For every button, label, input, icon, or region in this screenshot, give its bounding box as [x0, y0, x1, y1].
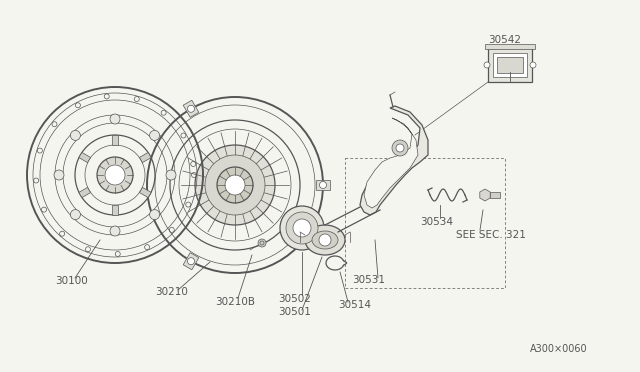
Ellipse shape — [312, 231, 338, 249]
Circle shape — [195, 145, 275, 225]
Circle shape — [396, 144, 404, 152]
Text: 30501: 30501 — [278, 307, 311, 317]
Circle shape — [217, 167, 253, 203]
Bar — [345, 158, 505, 288]
Text: A300×0060: A300×0060 — [530, 344, 588, 354]
Bar — [79, 153, 90, 163]
Circle shape — [258, 239, 266, 247]
Circle shape — [225, 175, 245, 195]
Bar — [493, 53, 527, 77]
Circle shape — [70, 131, 81, 140]
Text: 30542: 30542 — [488, 35, 521, 45]
Bar — [497, 57, 523, 73]
Circle shape — [392, 140, 408, 156]
Text: 30210B: 30210B — [215, 297, 255, 307]
Circle shape — [293, 219, 311, 237]
Circle shape — [110, 226, 120, 236]
Bar — [79, 187, 90, 198]
Circle shape — [188, 105, 195, 112]
Bar — [112, 205, 118, 215]
Text: 30210: 30210 — [155, 287, 188, 297]
Circle shape — [280, 206, 324, 250]
Circle shape — [530, 62, 536, 68]
Polygon shape — [480, 189, 490, 201]
Text: 30502: 30502 — [278, 294, 311, 304]
Bar — [112, 135, 118, 145]
Circle shape — [97, 157, 133, 193]
Circle shape — [319, 234, 331, 246]
Circle shape — [150, 209, 159, 219]
Bar — [183, 100, 199, 117]
Bar — [140, 153, 151, 163]
Circle shape — [286, 212, 318, 244]
Bar — [140, 187, 151, 198]
Ellipse shape — [305, 225, 345, 255]
Text: 30514: 30514 — [338, 300, 371, 310]
Circle shape — [150, 131, 159, 140]
Bar — [183, 253, 199, 270]
Bar — [316, 180, 330, 190]
Text: SEE SEC. 321: SEE SEC. 321 — [456, 230, 526, 240]
Bar — [490, 192, 500, 198]
Bar — [488, 48, 532, 82]
Polygon shape — [360, 106, 428, 215]
Text: 30531: 30531 — [352, 275, 385, 285]
Circle shape — [319, 182, 326, 189]
Circle shape — [70, 209, 81, 219]
Circle shape — [484, 62, 490, 68]
Bar — [485, 44, 535, 49]
Circle shape — [110, 114, 120, 124]
Text: 30534: 30534 — [420, 217, 453, 227]
Circle shape — [188, 258, 195, 265]
Circle shape — [205, 155, 265, 215]
Circle shape — [166, 170, 176, 180]
Circle shape — [105, 165, 125, 185]
Text: 30100: 30100 — [55, 276, 88, 286]
Circle shape — [54, 170, 64, 180]
Polygon shape — [364, 118, 418, 208]
